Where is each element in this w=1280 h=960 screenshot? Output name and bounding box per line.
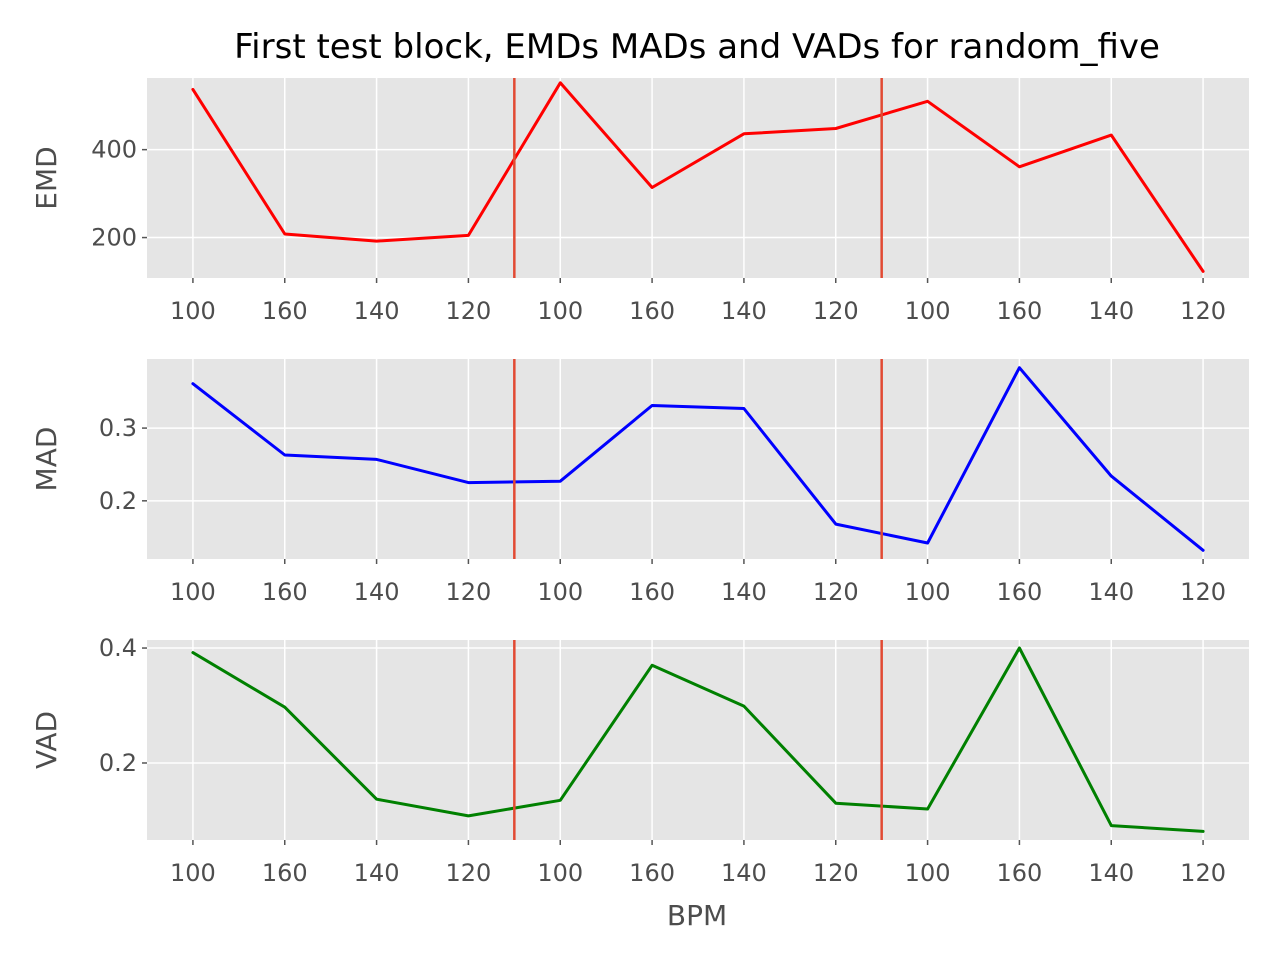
x-tick-label: 120	[813, 578, 859, 606]
x-tick-label: 140	[1088, 297, 1134, 325]
x-tick-label: 100	[905, 578, 951, 606]
x-tick-label: 140	[721, 859, 767, 887]
y-tick-label: 0.3	[99, 414, 137, 442]
x-tick-label: 100	[537, 297, 583, 325]
x-tick-label: 160	[629, 578, 675, 606]
x-tick-label: 140	[354, 578, 400, 606]
y-tick-label: 0.2	[99, 749, 137, 777]
x-tick-label: 100	[537, 578, 583, 606]
x-tick-label: 120	[1180, 859, 1226, 887]
x-tick-label: 140	[354, 859, 400, 887]
x-tick-label: 120	[1180, 297, 1226, 325]
x-tick-label: 160	[262, 297, 308, 325]
x-tick-label: 160	[262, 859, 308, 887]
x-tick-label: 120	[446, 578, 492, 606]
x-tick-label: 140	[354, 297, 400, 325]
series-line-vad	[191, 646, 1205, 833]
x-tick-label: 160	[997, 578, 1043, 606]
plot-background	[147, 640, 1249, 840]
x-tick-label: 100	[905, 297, 951, 325]
plot-background	[147, 359, 1249, 559]
x-tick-label: 120	[446, 859, 492, 887]
panel-mad: 100 160 140 120 100 160 140 120 100 160 140 120 0.2 0…	[30, 359, 1249, 606]
x-tick-label: 160	[629, 297, 675, 325]
x-tick-label: 140	[721, 578, 767, 606]
x-tick-label: 100	[170, 859, 216, 887]
plot-background	[147, 78, 1249, 278]
chart-panels: 100 160 140 120 100 160 140 120 100 160 140 120 200 4…	[30, 78, 1249, 887]
x-tick-label: 100	[537, 859, 583, 887]
x-tick-label: 120	[446, 297, 492, 325]
series-line-mad	[191, 366, 1205, 552]
panel-vad: 100 160 140 120 100 160 140 120 100 160 140 120 0.2 0…	[30, 634, 1249, 887]
y-axis-label: MAD	[30, 427, 63, 492]
x-tick-label: 120	[1180, 578, 1226, 606]
x-tick-label: 140	[1088, 578, 1134, 606]
y-tick-label: 200	[91, 224, 137, 252]
x-tick-label: 100	[905, 859, 951, 887]
series-line-emd	[191, 81, 1205, 273]
x-tick-label: 120	[813, 859, 859, 887]
x-axis-label: BPM	[667, 899, 727, 932]
x-tick-label: 140	[721, 297, 767, 325]
x-tick-label: 120	[813, 297, 859, 325]
x-tick-label: 160	[262, 578, 308, 606]
x-tick-label: 100	[170, 578, 216, 606]
y-tick-label: 0.4	[99, 634, 137, 662]
panel-emd: 100 160 140 120 100 160 140 120 100 160 140 120 200 4…	[30, 78, 1249, 325]
x-tick-label: 160	[997, 859, 1043, 887]
y-tick-label: 400	[91, 136, 137, 164]
x-tick-label: 100	[170, 297, 216, 325]
x-tick-label: 140	[1088, 859, 1134, 887]
chart-title: First test block, EMDs MADs and VADs for…	[234, 27, 1160, 67]
x-tick-label: 160	[629, 859, 675, 887]
x-tick-label: 160	[997, 297, 1043, 325]
y-tick-label: 0.2	[99, 487, 137, 515]
y-axis-label: EMD	[30, 146, 63, 209]
y-axis-label: VAD	[30, 711, 63, 769]
